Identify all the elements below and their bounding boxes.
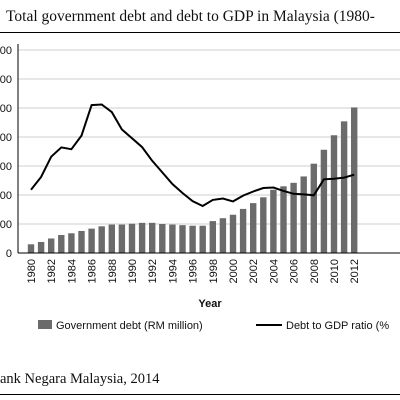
debt-bar — [330, 135, 338, 253]
x-tick-label: 2010 — [329, 259, 341, 283]
debt-bar — [48, 238, 55, 253]
bottom-rule — [0, 394, 400, 395]
debt-bar — [189, 225, 196, 253]
debt-bar — [300, 176, 307, 253]
debt-bar — [179, 225, 186, 253]
chart-title: Total government debt and debt to GDP in… — [6, 8, 375, 25]
y-tick-label: 00 — [0, 132, 12, 144]
x-tick-label: 2008 — [309, 259, 321, 283]
debt-bar — [320, 149, 328, 253]
legend-line-label: Debt to GDP ratio (% — [286, 320, 389, 332]
debt-bar — [78, 230, 85, 253]
source-note: ank Negara Malaysia, 2014 — [0, 371, 160, 387]
x-tick-label: 2012 — [349, 259, 361, 283]
debt-bar — [310, 163, 317, 253]
y-tick-label: 00 — [0, 103, 12, 115]
debt-bar — [159, 224, 166, 253]
legend-bar-label: Government debt (RM million) — [56, 320, 203, 332]
debt-bar — [58, 235, 65, 253]
debt-bar — [250, 203, 257, 253]
y-tick-label: 00 — [0, 219, 12, 231]
debt-bar — [37, 241, 45, 253]
x-tick-label: 1998 — [208, 259, 220, 283]
x-tick-label: 1984 — [66, 259, 78, 283]
debt-bar — [340, 121, 348, 253]
legend-bar-swatch — [38, 320, 52, 329]
x-axis-title: Year — [198, 298, 222, 310]
debt-bar — [98, 226, 105, 253]
debt-bar — [138, 222, 146, 253]
x-tick-label: 1986 — [87, 259, 99, 283]
y-tick-label: 00 — [0, 74, 12, 86]
debt-bar — [27, 244, 35, 253]
debt-bar — [209, 221, 216, 253]
x-tick-label: 1996 — [188, 259, 200, 283]
x-tick-label: 1994 — [167, 259, 179, 283]
top-rule — [0, 32, 400, 33]
legend: Government debt (RM million) Debt to GDP… — [38, 320, 389, 332]
x-tick-label: 1992 — [147, 259, 159, 283]
y-tick-label: 0 — [6, 248, 12, 260]
y-tick-label: 00 — [0, 161, 12, 173]
gridlines — [18, 49, 400, 225]
x-tick-label: 1990 — [127, 259, 139, 283]
x-tick-label: 2002 — [248, 259, 260, 283]
bar-series — [27, 107, 358, 253]
debt-bar — [118, 224, 126, 253]
debt-bar — [260, 197, 267, 253]
debt-bar — [229, 214, 237, 253]
x-tick-label: 1982 — [46, 259, 58, 283]
x-tick-label: 2000 — [228, 259, 240, 283]
debt-bar — [169, 224, 176, 253]
debt-bar — [270, 189, 277, 253]
debt-bar — [88, 228, 95, 253]
x-tick-label: 1988 — [107, 259, 119, 283]
debt-to-gdp-line — [30, 103, 355, 208]
debt-bar — [219, 218, 227, 253]
y-tick-label: 00 — [0, 190, 12, 202]
y-tick-label: 00 — [0, 45, 12, 57]
debt-bar — [199, 225, 206, 253]
debt-bar — [290, 182, 297, 253]
x-tick-label: 2006 — [289, 259, 301, 283]
x-tick-label: 2004 — [268, 259, 280, 283]
debt-bar — [239, 208, 247, 253]
debt-bar — [149, 222, 156, 253]
axes — [17, 44, 400, 254]
debt-bar — [351, 107, 358, 253]
debt-bar — [128, 223, 136, 253]
debt-bar — [108, 224, 115, 253]
debt-bar — [68, 233, 75, 253]
debt-bar — [280, 186, 287, 253]
x-tick-labels: 1980 1982 1984 1986 1988 1990 1992 1994 1996 1998… — [26, 259, 361, 283]
x-tick-label: 1980 — [26, 259, 38, 283]
